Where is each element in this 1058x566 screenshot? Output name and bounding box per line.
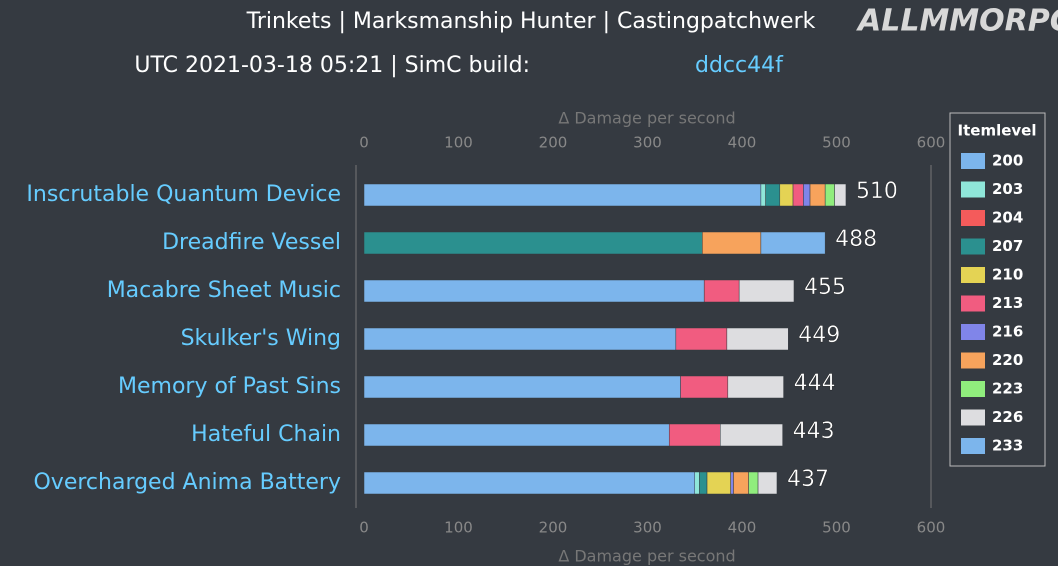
category-label: Macabre Sheet Music bbox=[107, 278, 341, 303]
build-link[interactable]: ddcc44f bbox=[695, 53, 784, 78]
legend-swatch bbox=[961, 381, 985, 397]
bar-segment bbox=[675, 327, 728, 351]
bar-segment bbox=[720, 423, 783, 447]
bar-segment bbox=[363, 375, 681, 399]
x-axis-title: Δ Damage per second bbox=[558, 547, 735, 566]
bar-segment bbox=[363, 471, 695, 495]
legend-box bbox=[949, 112, 1046, 467]
bar-segment bbox=[363, 327, 677, 351]
legend-label[interactable]: 223 bbox=[992, 380, 1023, 398]
bar-segment bbox=[809, 183, 826, 207]
legend-label[interactable]: 203 bbox=[992, 180, 1023, 198]
total-label: 488 bbox=[835, 227, 877, 252]
bar-segment bbox=[668, 423, 721, 447]
bar-segment bbox=[726, 327, 789, 351]
legend-swatch bbox=[961, 210, 985, 226]
x-axis-title: Δ Damage per second bbox=[558, 109, 735, 128]
x-tick-label: 300 bbox=[633, 519, 662, 537]
x-tick-label: 100 bbox=[444, 134, 473, 152]
bar-segment bbox=[699, 471, 708, 495]
legend-swatch bbox=[961, 352, 985, 369]
bar-segment bbox=[363, 279, 705, 303]
total-label: 437 bbox=[787, 467, 829, 492]
bar-segment bbox=[680, 375, 729, 399]
bar-segment bbox=[834, 183, 847, 207]
total-label: 443 bbox=[793, 419, 835, 444]
legend-swatch bbox=[961, 295, 985, 312]
bar-segment bbox=[730, 471, 734, 495]
bar-segment bbox=[824, 183, 835, 207]
bar-segment bbox=[694, 471, 700, 495]
bar-segment bbox=[706, 471, 731, 495]
chart-title: Trinkets | Marksmanship Hunter | Casting… bbox=[246, 9, 816, 34]
x-tick-label: 400 bbox=[728, 519, 757, 537]
category-label: Memory of Past Sins bbox=[118, 374, 341, 399]
legend-label[interactable]: 226 bbox=[992, 408, 1023, 426]
category-label: Overcharged Anima Battery bbox=[33, 470, 341, 495]
bar-segment bbox=[792, 183, 804, 207]
chart-subtitle: UTC 2021-03-18 05:21 | SimC build: bbox=[134, 53, 530, 78]
x-tick-label: 0 bbox=[359, 519, 369, 537]
x-tick-label: 500 bbox=[822, 519, 851, 537]
bar-segment bbox=[733, 471, 749, 495]
legend-swatch bbox=[961, 324, 985, 340]
x-tick-label: 500 bbox=[822, 134, 851, 152]
category-label: Hateful Chain bbox=[191, 422, 341, 447]
legend-label[interactable]: 200 bbox=[992, 152, 1023, 170]
bar-segment bbox=[757, 471, 778, 495]
category-label: Skulker's Wing bbox=[181, 326, 341, 351]
bar-segment bbox=[765, 183, 781, 207]
x-tick-label: 600 bbox=[917, 134, 946, 152]
x-tick-label: 200 bbox=[539, 519, 568, 537]
bar-segment bbox=[803, 183, 811, 207]
x-tick-label: 400 bbox=[728, 134, 757, 152]
x-tick-label: 100 bbox=[444, 519, 473, 537]
bar-segment bbox=[702, 231, 762, 255]
bar-segment bbox=[363, 423, 670, 447]
legend-label[interactable]: 210 bbox=[992, 266, 1023, 284]
total-label: 444 bbox=[794, 371, 836, 396]
bar-segment bbox=[748, 471, 759, 495]
x-tick-label: 0 bbox=[359, 134, 369, 152]
legend-swatch bbox=[961, 409, 985, 426]
legend-label[interactable]: 213 bbox=[992, 294, 1023, 312]
x-tick-label: 600 bbox=[917, 519, 946, 537]
legend-label[interactable]: 207 bbox=[992, 237, 1023, 255]
bar-segment bbox=[703, 279, 740, 303]
bar-segment bbox=[779, 183, 794, 207]
total-label: 455 bbox=[804, 275, 846, 300]
bar-segment bbox=[760, 183, 766, 207]
x-tick-label: 200 bbox=[539, 134, 568, 152]
bar-segment bbox=[363, 231, 703, 255]
legend-title: Itemlevel bbox=[958, 122, 1037, 140]
bar-segment bbox=[738, 279, 795, 303]
legend-swatch bbox=[961, 153, 985, 169]
total-label: 510 bbox=[856, 179, 898, 204]
bar-segment bbox=[363, 183, 762, 207]
watermark: ALLMMORPG.RU bbox=[856, 4, 1058, 39]
x-tick-label: 300 bbox=[633, 134, 662, 152]
category-label: Inscrutable Quantum Device bbox=[26, 182, 341, 207]
legend-label[interactable]: 204 bbox=[992, 209, 1023, 227]
legend-swatch bbox=[961, 267, 985, 283]
category-label: Dreadfire Vessel bbox=[162, 230, 341, 255]
legend-swatch bbox=[961, 438, 985, 454]
legend-label[interactable]: 233 bbox=[992, 437, 1023, 455]
bar-segment bbox=[727, 375, 784, 399]
total-label: 449 bbox=[798, 323, 840, 348]
legend-swatch bbox=[961, 181, 985, 198]
legend-label[interactable]: 216 bbox=[992, 323, 1023, 341]
legend-swatch bbox=[961, 238, 985, 255]
bar-segment bbox=[760, 231, 826, 255]
legend-label[interactable]: 220 bbox=[992, 351, 1023, 369]
